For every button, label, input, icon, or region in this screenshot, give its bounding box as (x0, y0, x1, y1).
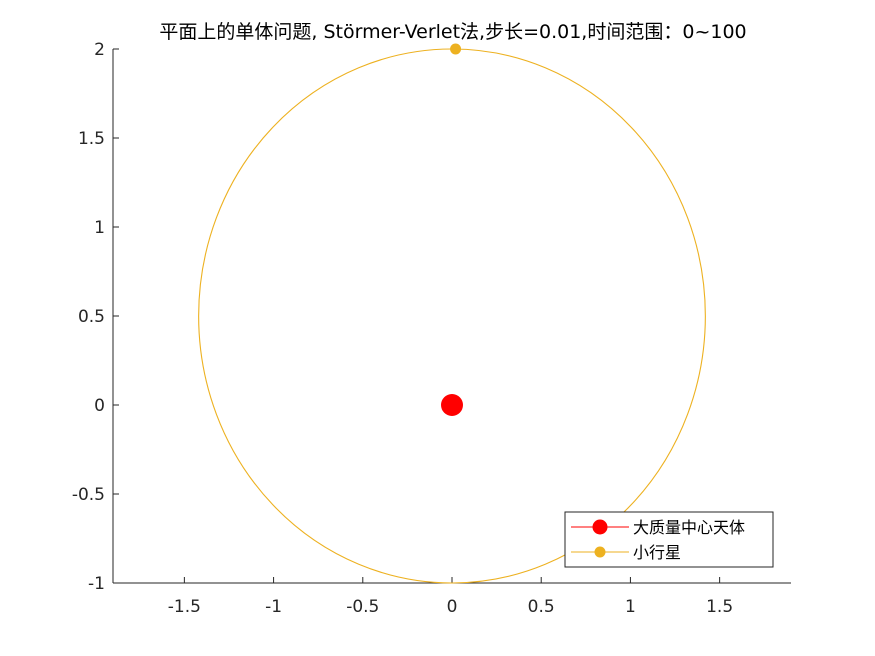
x-tick-label: 1 (625, 597, 636, 617)
x-tick-label: 1.5 (706, 597, 733, 617)
y-tick-label: 1.5 (78, 129, 105, 149)
plot-area (198, 43, 706, 584)
y-tick-label: -0.5 (72, 485, 105, 505)
x-tick-label: -0.5 (346, 597, 379, 617)
x-tick-label: -1 (265, 597, 282, 617)
y-tick-label: 0 (94, 396, 105, 416)
legend-entry-central-body-marker (592, 519, 608, 535)
central-body-marker (441, 394, 463, 416)
legend-entry-asteroid-label: 小行星 (633, 543, 681, 562)
axes: -1.5 -1 -0.5 0 0.5 1 1.5 -1 -0.5 0 0.5 1 1.5 2 (72, 40, 791, 617)
x-tick-label: 0 (447, 597, 458, 617)
legend-entry-asteroid-marker (594, 546, 606, 558)
legend-entry-central-body-label: 大质量中心天体 (633, 518, 745, 537)
y-tick-label: 2 (94, 40, 105, 60)
y-tick-label: 1 (94, 218, 105, 238)
asteroid-marker (450, 43, 462, 55)
y-tick-label: 0.5 (78, 307, 105, 327)
chart-title: 平面上的单体问题, Störmer-Verlet法,步长=0.01,时间范围：0… (159, 21, 746, 43)
y-tick-label: -1 (88, 574, 105, 594)
x-tick-label: 0.5 (528, 597, 555, 617)
x-tick-label: -1.5 (168, 597, 201, 617)
